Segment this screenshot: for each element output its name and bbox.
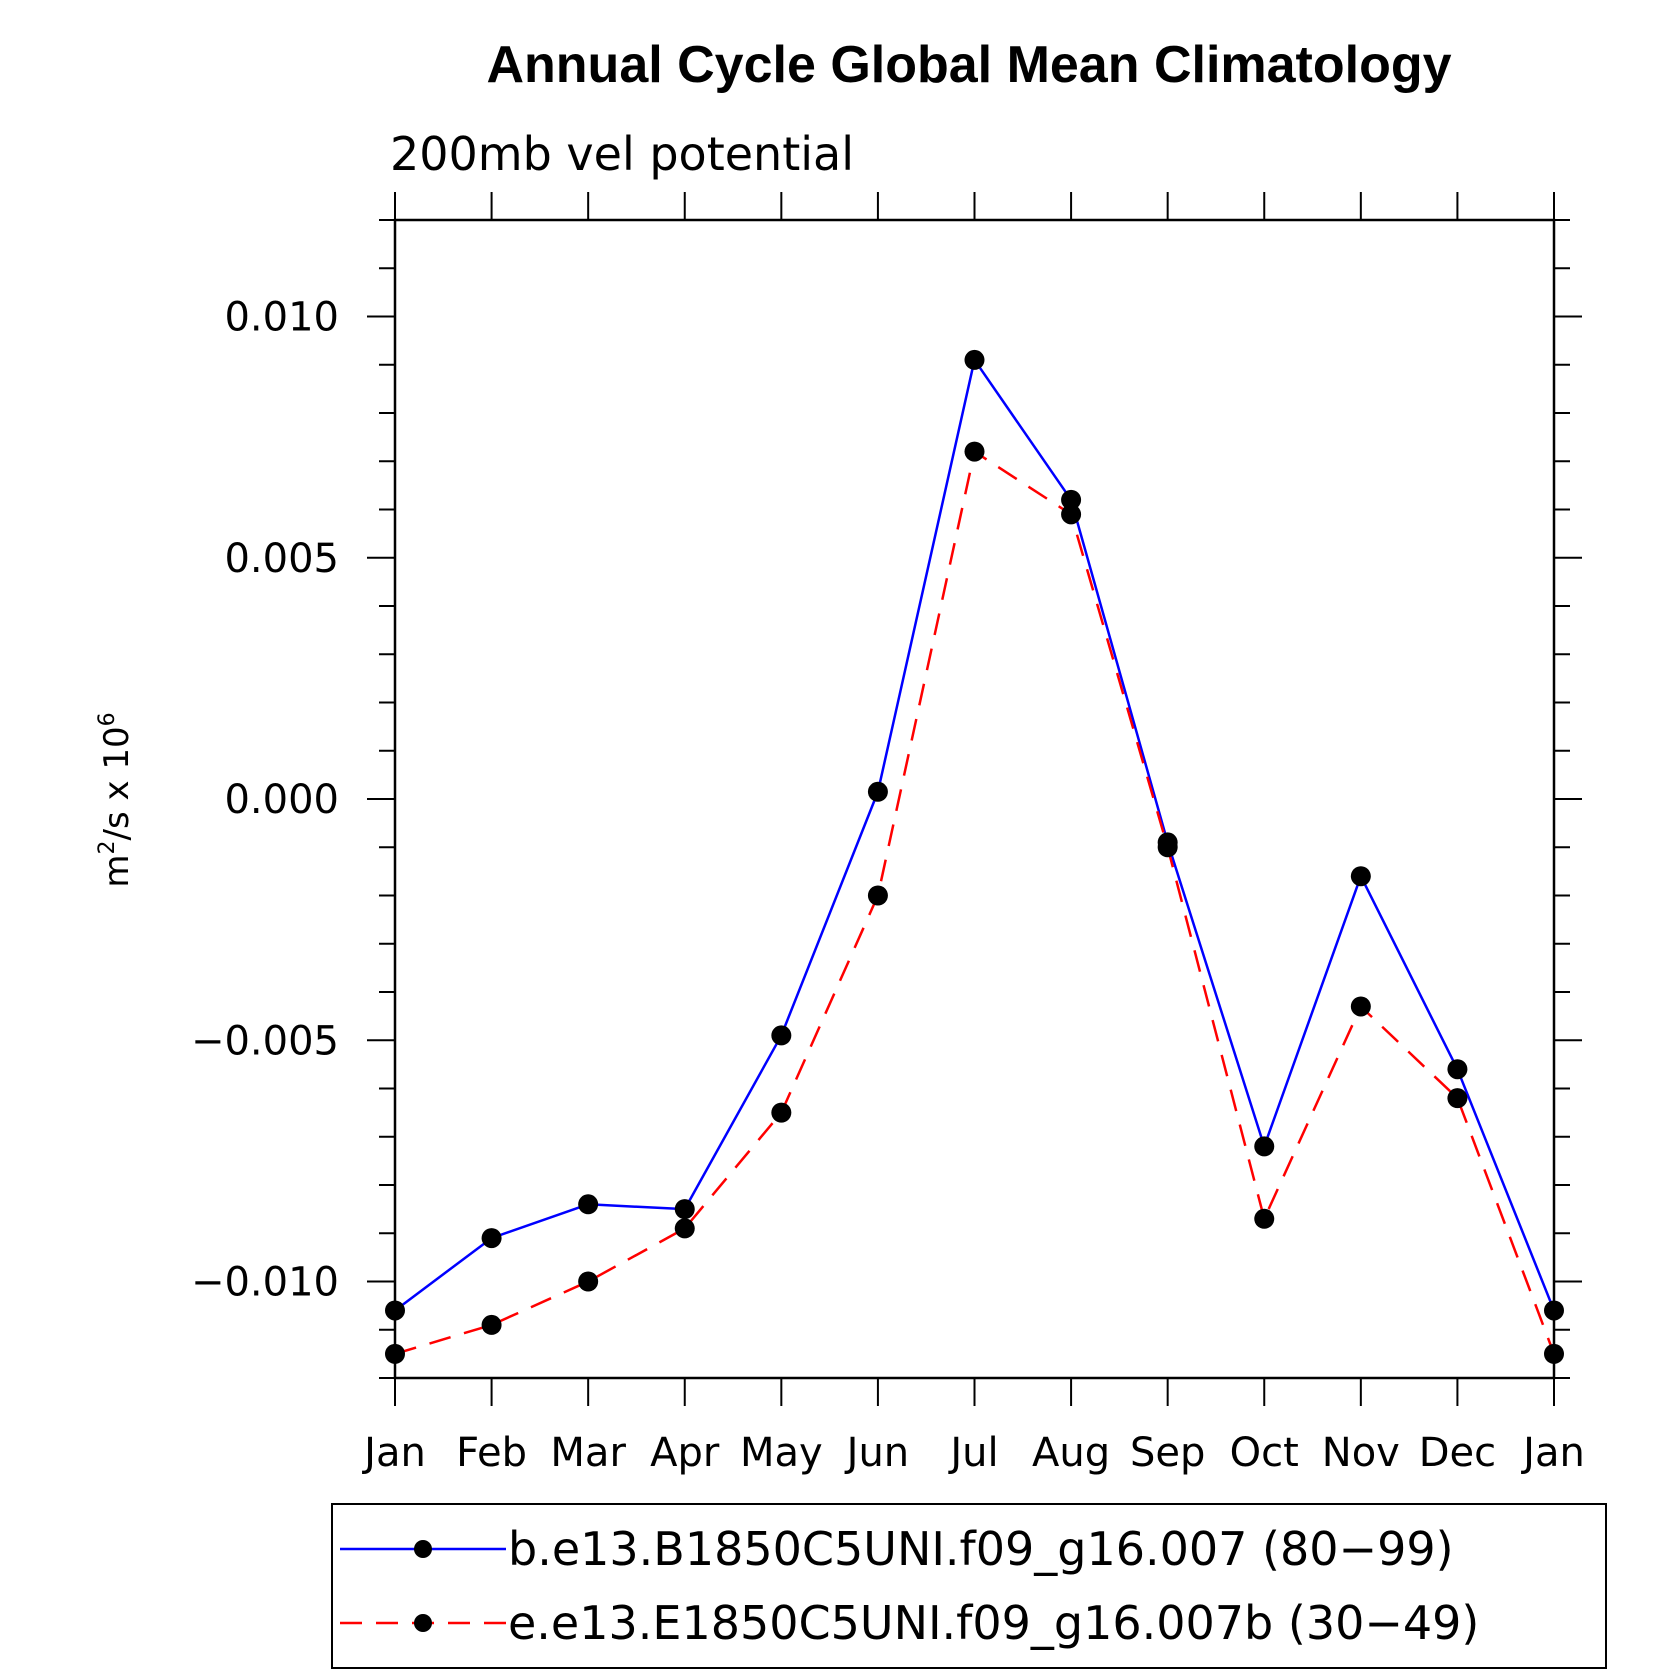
series-1-point [1350,866,1371,887]
series-1-point [964,349,985,370]
series-line-2 [394,450,1556,1356]
series-2-point [867,885,888,906]
x-tick-label: Jan [1520,1430,1585,1476]
y-axis-ticks: −0.010 −0.005 0.000 0.005 0.010 [191,219,1582,1379]
y-axis-label: m2/s x 106 [95,712,137,887]
series-2-point [674,1218,695,1239]
series-1-point [578,1194,599,1215]
x-tick-label: Jun [844,1430,910,1476]
x-tick-label: Nov [1322,1430,1400,1476]
plot-border [393,218,1556,1380]
series-1-point [1254,1136,1275,1157]
x-tick-label: Sep [1130,1430,1205,1476]
series-1-point [385,1300,405,1321]
legend-label-series-2: e.e13.E1850C5UNI.f09_g16.007b (30−49) [508,1596,1479,1650]
series-2-point [578,1271,599,1292]
series-1-point [481,1228,502,1249]
legend-label-series-1: b.e13.B1850C5UNI.f09_g16.007 (80−99) [508,1522,1454,1576]
x-tick-label: Dec [1419,1430,1496,1476]
x-tick-label: Apr [650,1430,720,1476]
series-1-point [674,1199,695,1220]
x-tick-label: Aug [1032,1430,1110,1476]
legend-marker-series-2 [414,1614,432,1632]
y-tick-label: 0.000 [224,777,339,823]
series-2-point [1157,837,1178,858]
series-line-1 [394,358,1556,1312]
series-2-point [1061,504,1082,525]
series-2-point [481,1314,502,1335]
series-1-point [1447,1059,1468,1080]
x-tick-label: Jul [947,1430,998,1476]
y-tick-label: 0.005 [224,536,339,582]
svg-text:m2/s x 106: m2/s x 106 [95,712,137,887]
x-tick-label: Oct [1230,1430,1299,1476]
series-2-point [1544,1343,1564,1364]
legend: b.e13.B1850C5UNI.f09_g16.007 (80−99) e.e… [331,1503,1607,1669]
series-1-point [867,781,888,802]
series-2-point [1350,996,1371,1017]
x-tick-label: Mar [550,1430,626,1476]
chart-subtitle: 200mb vel potential [390,127,854,181]
x-tick-label: May [740,1430,823,1476]
series-2-point [964,441,985,462]
x-tick-label: Feb [456,1430,527,1476]
chart-title: Annual Cycle Global Mean Climatology [486,36,1451,94]
y-tick-label: 0.010 [224,295,339,341]
y-tick-label: −0.005 [191,1018,339,1064]
series-2-point [1447,1088,1468,1109]
x-tick-label: Jan [361,1430,426,1476]
series-2-point [1254,1208,1275,1229]
plot-frame [393,218,1556,1380]
y-tick-label: −0.010 [191,1260,339,1306]
x-axis-ticks: Jan Feb Mar Apr May Jun Jul Aug Sep Oct Nov Dec Jan [361,192,1585,1476]
series-2-point [385,1343,405,1364]
series-2-point [771,1102,792,1123]
series-1-point [1544,1300,1564,1321]
legend-marker-series-1 [414,1540,432,1558]
series-layer [385,349,1564,1364]
legend-box [331,1503,1607,1669]
series-1-point [1061,489,1082,510]
series-1-point [771,1025,792,1046]
